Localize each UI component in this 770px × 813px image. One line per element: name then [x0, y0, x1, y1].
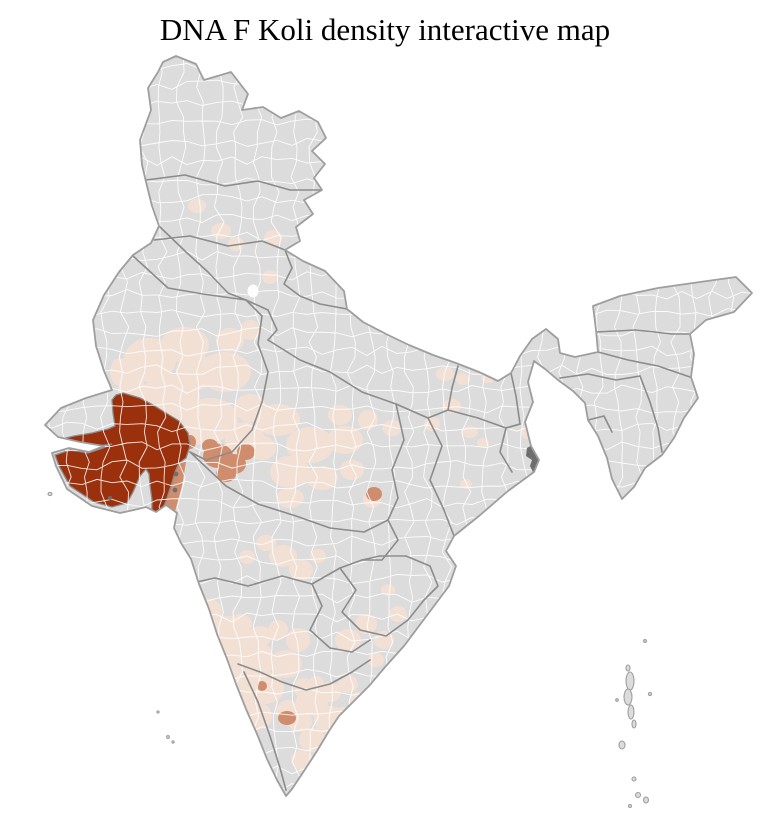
state-border-line	[169, 620, 182, 626]
district-cluster[interactable]	[331, 730, 353, 750]
gujarat-high-density-region[interactable]	[54, 392, 191, 523]
district-cluster[interactable]	[257, 681, 267, 691]
district-cluster[interactable]	[310, 549, 326, 563]
district-cluster[interactable]	[299, 728, 325, 752]
state-border-line	[132, 255, 247, 301]
district-cluster[interactable]	[240, 320, 260, 340]
district-cluster[interactable]	[381, 584, 395, 596]
state-border-line	[153, 235, 286, 251]
district-cluster[interactable]	[286, 628, 310, 652]
district-cluster[interactable]	[396, 653, 412, 667]
district-cluster[interactable]	[424, 417, 440, 431]
state-border-line	[309, 583, 371, 653]
state-border-line	[639, 375, 663, 453]
district-cluster[interactable]	[216, 328, 244, 352]
state-border-line	[587, 415, 613, 433]
district-cluster[interactable]	[216, 466, 236, 482]
state-border-line	[499, 372, 521, 473]
district-cluster[interactable]	[242, 761, 258, 775]
state-border-line	[189, 451, 389, 533]
district-cluster[interactable]	[253, 774, 267, 786]
island[interactable]	[625, 671, 635, 691]
island[interactable]	[615, 698, 619, 702]
district-cluster[interactable]	[268, 620, 288, 640]
district-cluster[interactable]	[340, 460, 364, 480]
dadra-marker	[172, 487, 178, 493]
district-cluster[interactable]	[462, 426, 478, 438]
district-cluster[interactable]	[202, 439, 218, 453]
india-coast-outline	[44, 55, 753, 797]
page-title: DNA F Koli density interactive map	[160, 12, 610, 47]
district-cluster[interactable]	[264, 230, 282, 246]
district-cluster[interactable]	[355, 614, 377, 634]
district-cluster[interactable]	[237, 444, 255, 460]
state-border-line	[595, 329, 691, 335]
state-border-line	[559, 373, 641, 381]
diu-marker	[108, 496, 112, 500]
island[interactable]	[647, 691, 653, 697]
island[interactable]	[625, 664, 631, 672]
district-cluster[interactable]	[276, 488, 304, 508]
district-cluster[interactable]	[248, 626, 272, 646]
island[interactable]	[156, 710, 160, 714]
state-border-line	[245, 299, 278, 341]
state-border-line	[237, 659, 371, 691]
island[interactable]	[631, 776, 637, 782]
district-cluster[interactable]	[436, 367, 454, 381]
district-cluster[interactable]	[374, 631, 394, 649]
district-cluster[interactable]	[328, 757, 344, 771]
island[interactable]	[631, 719, 637, 729]
island[interactable]	[618, 740, 626, 750]
district-cluster[interactable]	[256, 404, 300, 436]
state-border-line	[283, 249, 348, 310]
island[interactable]	[623, 688, 633, 706]
district-cluster[interactable]	[366, 487, 382, 501]
island[interactable]	[627, 803, 633, 809]
island[interactable]	[47, 491, 53, 497]
island[interactable]	[642, 796, 650, 804]
state-borders	[132, 174, 691, 791]
district-cluster[interactable]	[334, 707, 354, 725]
district-cluster[interactable]	[460, 479, 472, 489]
island[interactable]	[171, 740, 175, 744]
district-cluster[interactable]	[289, 560, 313, 580]
district-cluster[interactable]	[188, 199, 206, 213]
daman-marker	[173, 471, 179, 477]
district-cluster[interactable]	[456, 373, 470, 385]
island[interactable]	[643, 639, 647, 643]
district-cluster[interactable]	[306, 466, 338, 490]
district-cluster[interactable]	[176, 354, 216, 390]
district-cluster[interactable]	[477, 438, 489, 448]
state-border-line	[189, 299, 269, 461]
state-border-line	[361, 519, 399, 561]
district-cluster[interactable]	[239, 550, 255, 564]
islands-layer[interactable]	[47, 491, 653, 809]
state-border-line	[597, 351, 691, 378]
district-cluster[interactable]	[389, 606, 407, 622]
state-border-line	[159, 226, 247, 301]
state-border-line	[243, 671, 287, 791]
district-cluster[interactable]	[262, 270, 278, 284]
state-border-line	[427, 417, 455, 537]
state-border-line	[447, 365, 459, 411]
district-cluster[interactable]	[382, 420, 402, 436]
state-border-line	[387, 403, 405, 521]
island[interactable]	[634, 791, 642, 799]
district-cluster[interactable]	[286, 427, 334, 463]
district-cluster[interactable]	[358, 410, 378, 430]
district-cluster[interactable]	[172, 558, 194, 582]
island[interactable]	[627, 704, 635, 720]
district-cluster[interactable]	[269, 545, 297, 567]
state-border-line	[339, 555, 439, 637]
district-cluster[interactable]	[278, 711, 296, 725]
district-cluster[interactable]	[270, 650, 302, 678]
island[interactable]	[166, 735, 170, 739]
state-border-line	[145, 174, 323, 191]
district-cluster[interactable]	[185, 404, 203, 424]
district-cluster[interactable]	[313, 754, 331, 770]
